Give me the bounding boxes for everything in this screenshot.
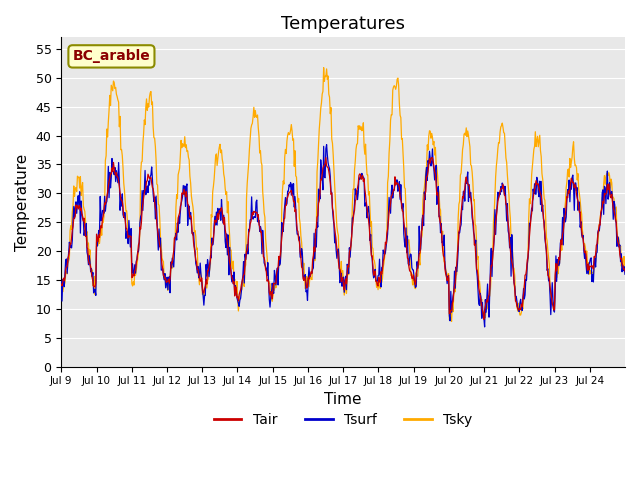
Text: BC_arable: BC_arable	[72, 49, 150, 63]
Y-axis label: Temperature: Temperature	[15, 153, 30, 251]
X-axis label: Time: Time	[324, 392, 362, 407]
Title: Temperatures: Temperatures	[281, 15, 405, 33]
Legend: Tair, Tsurf, Tsky: Tair, Tsurf, Tsky	[208, 407, 478, 432]
